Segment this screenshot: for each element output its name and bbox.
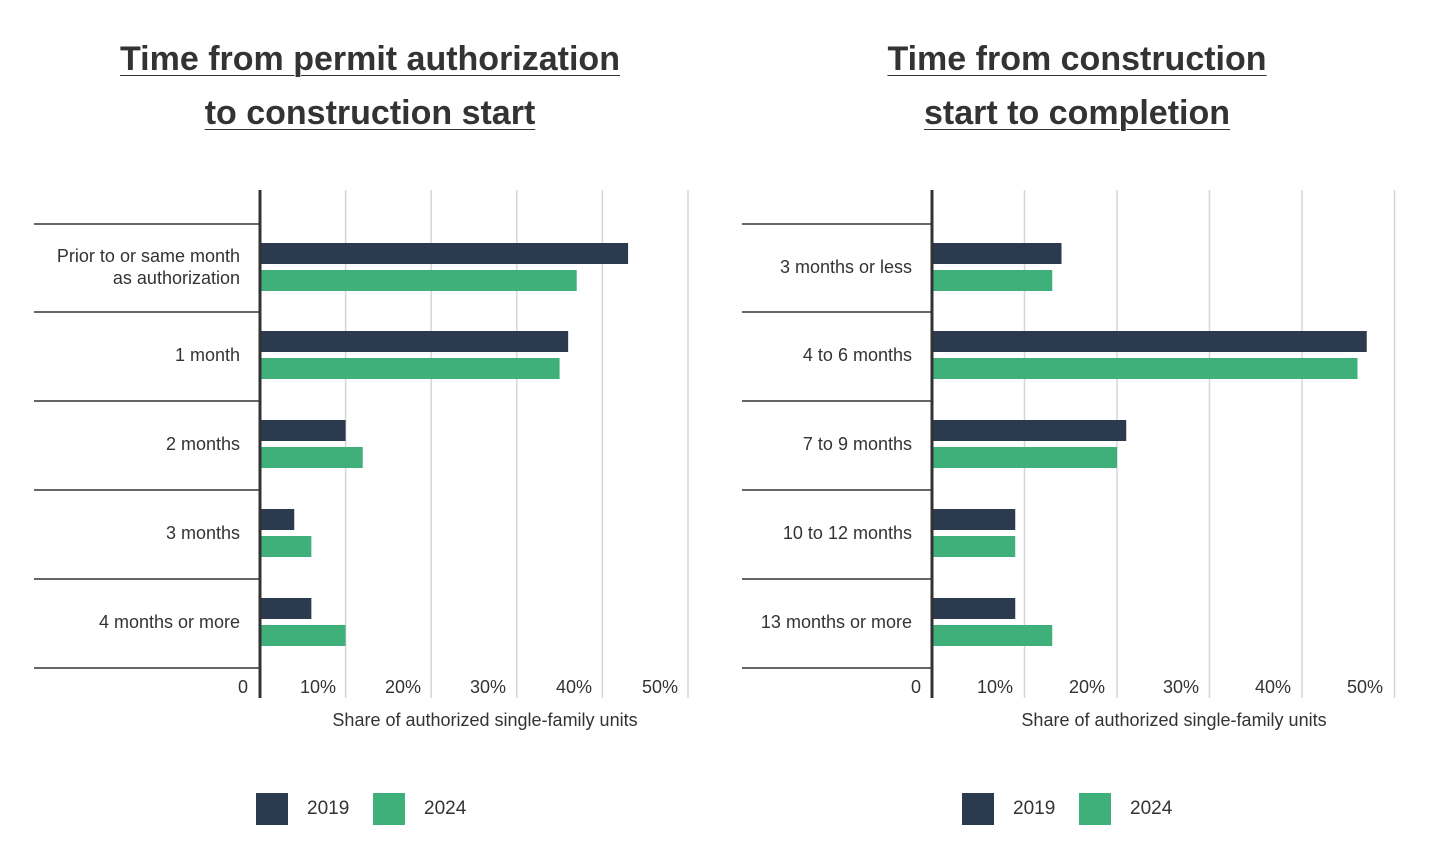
bar-2024-4 [932, 625, 1053, 646]
x-tick-label: 10% [977, 677, 1013, 697]
category-label: 1 month [175, 345, 240, 365]
bar-2024-1 [932, 358, 1358, 379]
legend-swatch-2024 [1079, 793, 1111, 825]
bar-2024-1 [260, 358, 560, 379]
x-axis-title: Share of authorized single-family units [1021, 710, 1326, 730]
bar-2019-4 [260, 598, 312, 619]
legend-label: 2019 [1013, 798, 1055, 819]
x-tick-label: 40% [1255, 677, 1291, 697]
chart-title-line-2: to construction start [204, 94, 536, 132]
legend-label: 2024 [424, 798, 467, 819]
x-tick-label: 10% [300, 677, 336, 697]
category-label-line: 10 to 12 months [783, 523, 912, 543]
bar-2024-2 [932, 447, 1117, 468]
category-label-line: Prior to or same month [57, 246, 240, 266]
bar-2024-2 [260, 447, 363, 468]
bar-2019-0 [932, 243, 1062, 264]
x-tick-label: 40% [556, 677, 592, 697]
legend-label: 2019 [307, 798, 349, 819]
category-label: Prior to or same month as authorization [57, 246, 240, 288]
x-axis-title: Share of authorized single-family units [332, 710, 637, 730]
legend-label: 2024 [1130, 798, 1173, 819]
x-tick-label: 20% [1069, 677, 1105, 697]
category-label: 2 months [166, 434, 240, 454]
category-label: 3 months or less [780, 257, 912, 277]
bar-2024-3 [260, 536, 312, 557]
chart-title-line-1: Time from construction [887, 40, 1267, 78]
bar-2019-2 [260, 420, 346, 441]
bar-chart-svg: Prior to or same month as authorization 1 … [34, 190, 689, 825]
x-tick-label: 0 [911, 677, 921, 697]
category-label-line: 7 to 9 months [803, 434, 912, 454]
x-tick-label: 30% [470, 677, 506, 697]
category-label-line: 3 months [166, 523, 240, 543]
bar-2019-3 [260, 509, 295, 530]
chart-title-line-1: Time from permit authorization [120, 40, 620, 78]
bar-2019-1 [260, 331, 569, 352]
category-label: 4 months or more [99, 612, 240, 632]
legend-swatch-2024 [373, 793, 405, 825]
bar-2019-3 [932, 509, 1016, 530]
chart-title-line-2: start to completion [923, 94, 1231, 132]
category-label-line: as authorization [113, 268, 240, 288]
category-label-line: 3 months or less [780, 257, 912, 277]
bar-2019-1 [932, 331, 1367, 352]
category-label: 7 to 9 months [803, 434, 912, 454]
bar-2024-0 [260, 270, 577, 291]
category-label: 3 months [166, 523, 240, 543]
category-label-line: 2 months [166, 434, 240, 454]
bar-2024-3 [932, 536, 1016, 557]
x-tick-label: 30% [1163, 677, 1199, 697]
bar-chart-svg: 3 months or less 4 to 6 months 7 to 9 mont… [742, 190, 1396, 825]
chart-start-to-completion: Time from construction start to completi… [725, 0, 1450, 850]
category-label-line: 1 month [175, 345, 240, 365]
bar-2019-4 [932, 598, 1016, 619]
chart-title: Time from permit authorization to constr… [0, 32, 748, 140]
chart-permit-to-start: Time from permit authorization to constr… [34, 40, 689, 825]
x-tick-label: 0 [238, 677, 248, 697]
category-label: 13 months or more [761, 612, 912, 632]
bar-2019-0 [260, 243, 629, 264]
category-label: 4 to 6 months [803, 345, 912, 365]
category-label-line: 4 months or more [99, 612, 240, 632]
x-tick-label: 50% [1347, 677, 1383, 697]
legend-swatch-2019 [962, 793, 994, 825]
category-label-line: 4 to 6 months [803, 345, 912, 365]
bar-2024-0 [932, 270, 1053, 291]
x-tick-label: 20% [385, 677, 421, 697]
bar-2024-4 [260, 625, 346, 646]
x-tick-label: 50% [642, 677, 678, 697]
bar-2019-2 [932, 420, 1127, 441]
category-label-line: 13 months or more [761, 612, 912, 632]
category-label: 10 to 12 months [783, 523, 912, 543]
legend-swatch-2019 [256, 793, 288, 825]
chart-title: Time from construction start to completi… [717, 32, 1437, 140]
